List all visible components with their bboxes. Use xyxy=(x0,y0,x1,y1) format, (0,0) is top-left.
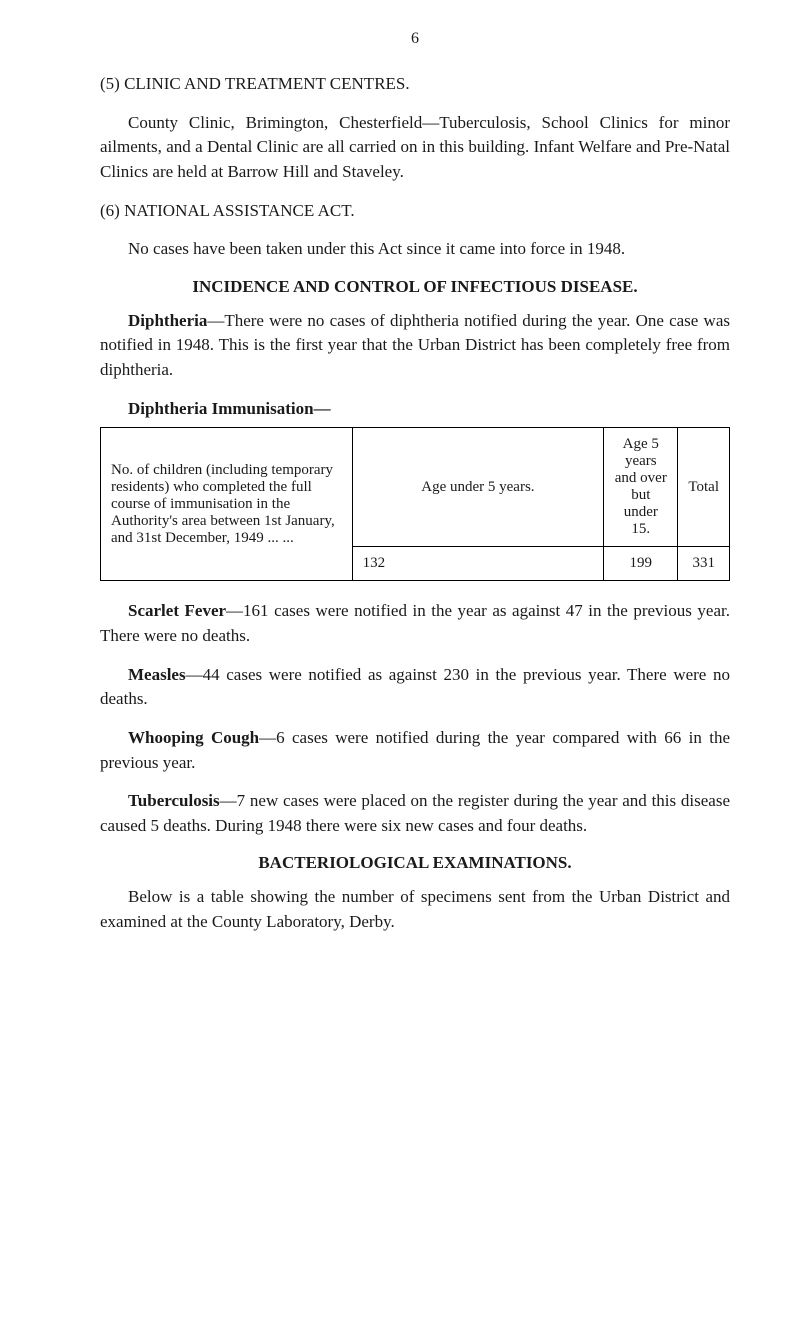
table-header-total: Total xyxy=(678,428,730,547)
measles-para: Measles—44 cases were notified as agains… xyxy=(100,663,730,712)
diphtheria-table: No. of children (including temporary res… xyxy=(100,427,730,581)
table-val-under5: 132 xyxy=(352,547,604,581)
table-val-5to15: 199 xyxy=(604,547,678,581)
table-header-under5: Age under 5 years. xyxy=(352,428,604,547)
table-header-5to15: Age 5 years and over but under 15. xyxy=(604,428,678,547)
page-container: 6 (5) CLINIC AND TREATMENT CENTRES. Coun… xyxy=(0,0,800,1322)
whooping-para: Whooping Cough—6 cases were notified dur… xyxy=(100,726,730,775)
measles-label: Measles xyxy=(128,665,186,684)
whooping-label: Whooping Cough xyxy=(128,728,259,747)
section-5-body: County Clinic, Brimington, Chesterfield—… xyxy=(100,111,730,185)
bact-body: Below is a table showing the number of s… xyxy=(100,885,730,934)
bact-heading: BACTERIOLOGICAL EXAMINATIONS. xyxy=(100,852,730,875)
table-val-total: 331 xyxy=(678,547,730,581)
diphtheria-label: Diphtheria xyxy=(128,311,207,330)
section-6-title: (6) NATIONAL ASSISTANCE ACT. xyxy=(100,201,355,220)
measles-body: —44 cases were notified as against 230 i… xyxy=(100,665,730,709)
section-6-body: No cases have been taken under this Act … xyxy=(100,237,730,262)
scarlet-para: Scarlet Fever—161 cases were notified in… xyxy=(100,599,730,648)
tb-para: Tuberculosis—7 new cases were placed on … xyxy=(100,789,730,838)
section-5-title: (5) CLINIC AND TREATMENT CENTRES. xyxy=(100,74,410,93)
scarlet-label: Scarlet Fever xyxy=(128,601,226,620)
section-6: (6) NATIONAL ASSISTANCE ACT. xyxy=(100,199,730,224)
section-5: (5) CLINIC AND TREATMENT CENTRES. xyxy=(100,72,730,97)
table-row: No. of children (including temporary res… xyxy=(101,428,730,547)
tb-label: Tuberculosis xyxy=(128,791,220,810)
table-rowlabel: No. of children (including temporary res… xyxy=(101,428,353,581)
incidence-heading: INCIDENCE AND CONTROL OF INFECTIOUS DISE… xyxy=(100,276,730,299)
table-heading: Diphtheria Immunisation— xyxy=(100,397,730,422)
diphtheria-para: Diphtheria—There were no cases of diphth… xyxy=(100,309,730,383)
page-number: 6 xyxy=(100,30,730,48)
